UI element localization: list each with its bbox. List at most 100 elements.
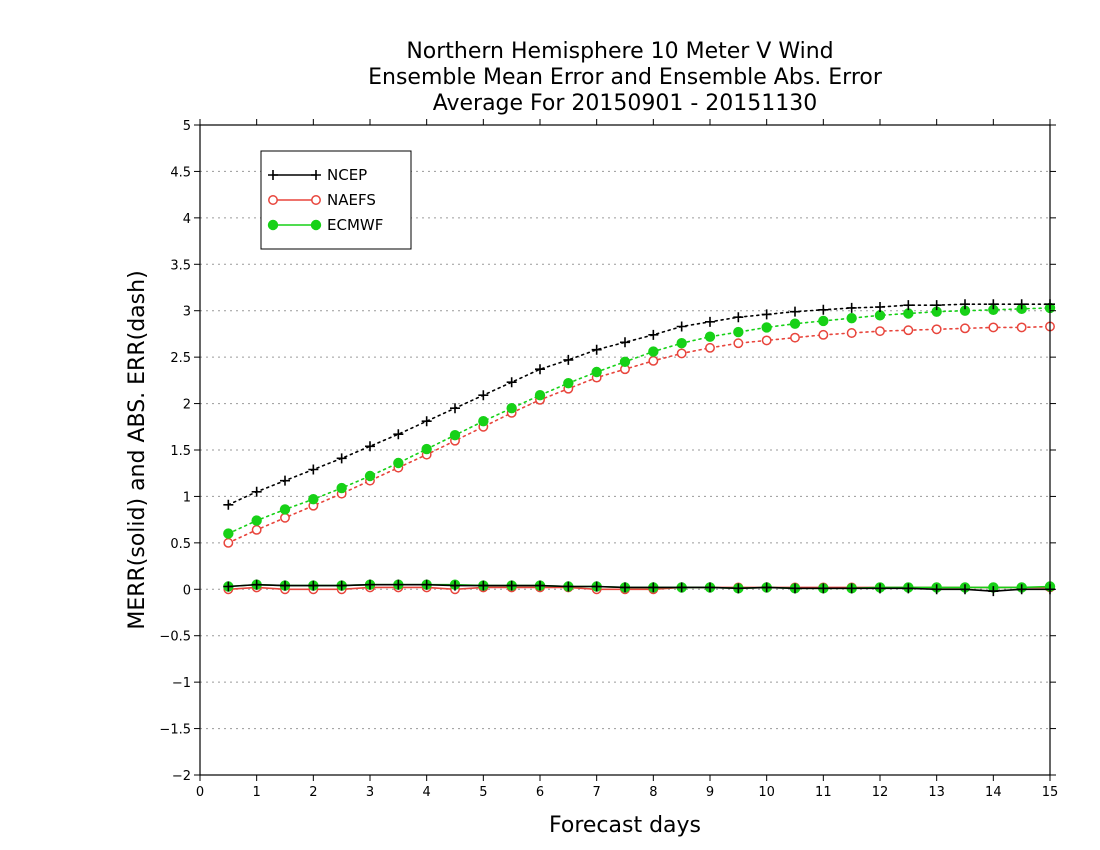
plot-area xyxy=(223,299,1056,597)
grid-lines xyxy=(200,170,1050,730)
abs-error-point xyxy=(534,390,546,401)
legend-entry-ecmwf: ECMWF xyxy=(267,216,383,234)
mean-error-point xyxy=(223,581,234,592)
legend: NCEP NAEFS ECMWF xyxy=(260,150,412,250)
legend-entry-naefs: NAEFS xyxy=(268,191,376,209)
abs-error-line xyxy=(227,307,1051,535)
y-tick-label: −1.5 xyxy=(159,723,191,738)
abs-error-point xyxy=(761,322,772,333)
x-tick-label: 3 xyxy=(366,785,374,800)
abs-error-point xyxy=(648,346,659,357)
mean-error-point xyxy=(563,581,574,592)
abs-error-point xyxy=(506,403,517,414)
mean-error-point xyxy=(336,580,347,591)
abs-error-point xyxy=(506,377,517,388)
abs-error-point xyxy=(875,302,885,312)
x-axis-label: Forecast days xyxy=(549,813,701,838)
title-line-2: Ensemble Mean Error and Ensemble Abs. Er… xyxy=(368,65,883,90)
mean-error-point xyxy=(790,583,800,594)
mean-error-point xyxy=(818,583,829,594)
legend-label: NCEP xyxy=(327,166,367,184)
legend-marker xyxy=(311,170,321,180)
y-tick-label: 2.5 xyxy=(170,351,191,366)
x-tick-label: 11 xyxy=(815,785,832,800)
abs-error-point xyxy=(903,300,914,311)
mean-error-point xyxy=(846,583,857,594)
abs-error-point xyxy=(336,453,347,464)
mean-error-point xyxy=(251,579,262,590)
series-ncep xyxy=(223,299,1055,597)
abs-error-point xyxy=(761,309,772,320)
title-line-3: Average For 20150901 - 20151130 xyxy=(433,91,818,116)
abs-error-point xyxy=(705,316,715,327)
y-tick-label: 5 xyxy=(183,119,191,134)
x-tick-label: 10 xyxy=(758,785,775,800)
abs-error-point xyxy=(223,499,234,510)
mean-error-point xyxy=(308,580,319,591)
abs-error-point xyxy=(449,429,461,441)
mean-error-point xyxy=(450,580,460,591)
mean-error-point xyxy=(761,582,772,593)
abs-error-point xyxy=(450,403,460,414)
abs-error-point xyxy=(308,464,319,475)
y-tick-label: −2 xyxy=(172,769,191,784)
abs-error-point xyxy=(280,512,290,523)
mean-error-point xyxy=(875,583,885,594)
x-tick-label: 13 xyxy=(928,785,945,800)
y-tick-label: 4 xyxy=(183,212,191,227)
abs-error-point xyxy=(960,299,970,310)
abs-error-point xyxy=(365,441,375,452)
abs-error-point xyxy=(619,356,631,367)
abs-error-point xyxy=(478,416,489,427)
x-tick-label: 7 xyxy=(593,785,601,800)
abs-error-point xyxy=(336,482,347,494)
y-tick-label: 0.5 xyxy=(170,537,191,552)
abs-error-point xyxy=(846,312,857,324)
y-tick-label: 3.5 xyxy=(170,258,191,273)
abs-error-point xyxy=(393,457,404,469)
legend-marker xyxy=(268,195,278,205)
legend-marker xyxy=(310,219,322,231)
abs-error-point xyxy=(648,329,659,340)
x-tick-label: 5 xyxy=(479,785,487,800)
abs-error-point xyxy=(875,326,885,337)
abs-error-point xyxy=(251,486,262,497)
abs-error-point xyxy=(733,326,744,338)
abs-error-point xyxy=(393,429,404,440)
abs-error-point xyxy=(705,342,715,353)
mean-error-point xyxy=(506,580,517,591)
x-tick-label: 2 xyxy=(309,785,317,800)
abs-error-point xyxy=(704,331,716,342)
y-axis-label: MERR(solid) and ABS. ERR(dash) xyxy=(125,270,150,629)
abs-error-point xyxy=(733,338,744,349)
abs-error-point xyxy=(478,390,489,401)
y-tick-label: −0.5 xyxy=(159,630,191,645)
abs-error-point xyxy=(421,416,432,427)
abs-error-point xyxy=(563,354,574,365)
abs-error-point xyxy=(251,515,262,526)
abs-error-point xyxy=(818,329,829,340)
abs-error-point xyxy=(733,312,744,323)
abs-error-point xyxy=(535,364,545,375)
abs-error-point xyxy=(676,321,687,332)
abs-error-point xyxy=(818,304,829,315)
abs-error-point xyxy=(676,338,687,349)
abs-error-point xyxy=(563,377,574,389)
abs-error-point xyxy=(280,475,290,486)
abs-error-point xyxy=(846,302,857,313)
abs-error-point xyxy=(790,306,800,317)
legend-label: NAEFS xyxy=(327,191,376,209)
series-ecmwf xyxy=(223,302,1056,594)
x-tick-label: 9 xyxy=(706,785,714,800)
abs-error-point xyxy=(931,324,942,335)
legend-marker xyxy=(267,219,279,231)
x-tick-label: 6 xyxy=(536,785,544,800)
chart-title: Northern Hemisphere 10 Meter V Wind Ense… xyxy=(368,39,883,116)
legend-entry-ncep: NCEP xyxy=(268,166,367,184)
x-tick-label: 15 xyxy=(1042,785,1059,800)
abs-error-point xyxy=(591,344,602,355)
mean-error-point xyxy=(960,584,970,595)
abs-error-point xyxy=(790,332,800,343)
abs-error-point xyxy=(903,325,914,336)
mean-error-point xyxy=(393,579,404,590)
